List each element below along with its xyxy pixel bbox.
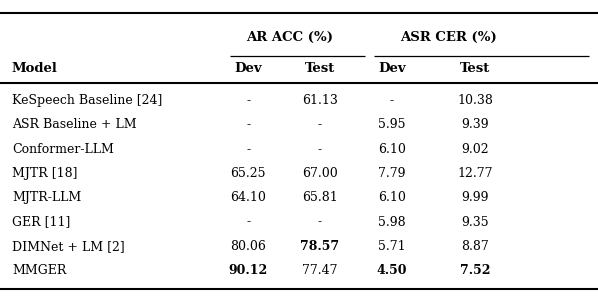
Text: 7.79: 7.79 — [378, 167, 405, 180]
Text: 64.10: 64.10 — [230, 191, 266, 204]
Text: KeSpeech Baseline [24]: KeSpeech Baseline [24] — [12, 94, 162, 107]
Text: -: - — [246, 215, 250, 229]
Text: -: - — [318, 118, 322, 131]
Text: 4.50: 4.50 — [376, 264, 407, 277]
Text: -: - — [246, 118, 250, 131]
Text: 9.99: 9.99 — [462, 191, 489, 204]
Text: ASR CER (%): ASR CER (%) — [400, 30, 497, 44]
Text: Conformer-LLM: Conformer-LLM — [12, 143, 114, 156]
Text: -: - — [390, 94, 393, 107]
Text: Test: Test — [305, 62, 335, 75]
Text: MJTR-LLM: MJTR-LLM — [12, 191, 81, 204]
Text: 6.10: 6.10 — [378, 191, 405, 204]
Text: 10.38: 10.38 — [457, 94, 493, 107]
Text: 5.71: 5.71 — [378, 240, 405, 253]
Text: -: - — [246, 94, 250, 107]
Text: 5.98: 5.98 — [378, 215, 405, 229]
Text: 5.95: 5.95 — [378, 118, 405, 131]
Text: MJTR [18]: MJTR [18] — [12, 167, 78, 180]
Text: 9.39: 9.39 — [462, 118, 489, 131]
Text: GER [11]: GER [11] — [12, 215, 71, 229]
Text: Test: Test — [460, 62, 490, 75]
Text: 67.00: 67.00 — [302, 167, 338, 180]
Text: 6.10: 6.10 — [378, 143, 405, 156]
Text: -: - — [246, 143, 250, 156]
Text: 80.06: 80.06 — [230, 240, 266, 253]
Text: 65.25: 65.25 — [230, 167, 266, 180]
Text: 12.77: 12.77 — [457, 167, 493, 180]
Text: 9.35: 9.35 — [462, 215, 489, 229]
Text: 77.47: 77.47 — [302, 264, 338, 277]
Text: Dev: Dev — [234, 62, 262, 75]
Text: 65.81: 65.81 — [302, 191, 338, 204]
Text: 61.13: 61.13 — [302, 94, 338, 107]
Text: ASR Baseline + LM: ASR Baseline + LM — [12, 118, 136, 131]
Text: 90.12: 90.12 — [228, 264, 268, 277]
Text: DIMNet + LM [2]: DIMNet + LM [2] — [12, 240, 125, 253]
Text: -: - — [318, 215, 322, 229]
Text: Model: Model — [12, 62, 58, 75]
Text: Dev: Dev — [378, 62, 405, 75]
Text: -: - — [318, 143, 322, 156]
Text: 9.02: 9.02 — [462, 143, 489, 156]
Text: AR ACC (%): AR ACC (%) — [246, 30, 334, 44]
Text: 7.52: 7.52 — [460, 264, 491, 277]
Text: 78.57: 78.57 — [300, 240, 340, 253]
Text: 8.87: 8.87 — [462, 240, 489, 253]
Text: MMGER: MMGER — [12, 264, 66, 277]
